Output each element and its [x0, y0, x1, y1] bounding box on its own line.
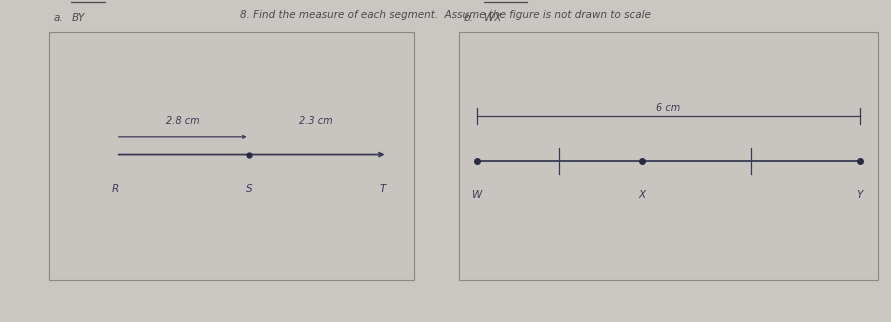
Text: 2.3 cm: 2.3 cm [299, 116, 333, 126]
Text: Y: Y [856, 190, 863, 200]
Text: BY: BY [71, 13, 85, 23]
Bar [49, 32, 414, 280]
Text: WX: WX [484, 13, 502, 23]
Text: T: T [380, 184, 387, 194]
Text: S: S [246, 184, 253, 194]
Text: R: R [112, 184, 119, 194]
Text: W: W [471, 190, 482, 200]
Text: X: X [638, 190, 645, 200]
Text: b.: b. [463, 13, 473, 23]
Bar [459, 32, 878, 280]
Text: a.: a. [53, 13, 63, 23]
Text: 8. Find the measure of each segment.  Assume the figure is not drawn to scale: 8. Find the measure of each segment. Ass… [240, 10, 651, 20]
Text: 2.8 cm: 2.8 cm [166, 116, 200, 126]
Text: 6 cm: 6 cm [656, 103, 681, 113]
